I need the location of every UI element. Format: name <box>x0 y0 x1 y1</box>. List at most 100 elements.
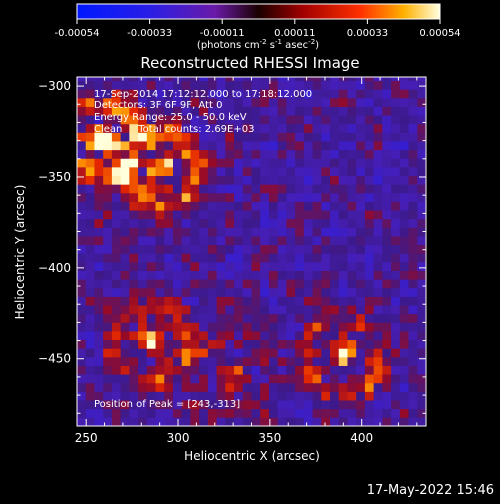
heatmap-cell <box>172 80 183 90</box>
heatmap-cell <box>190 123 200 133</box>
heatmap-cell <box>94 365 104 375</box>
heatmap-cell <box>356 149 366 159</box>
heatmap-cell <box>356 244 366 254</box>
heatmap-cell <box>103 287 113 297</box>
heatmap-cell <box>251 365 261 375</box>
heatmap-cell <box>190 348 200 358</box>
heatmap-cell <box>399 141 409 151</box>
heatmap-cell <box>399 305 409 315</box>
heatmap-cell <box>77 175 87 185</box>
heatmap-cell <box>164 365 174 375</box>
heatmap-cell <box>251 149 261 159</box>
heatmap-cell <box>207 322 217 332</box>
heatmap-cell <box>234 184 244 194</box>
heatmap-cell <box>207 227 217 237</box>
heatmap-cell <box>190 279 200 289</box>
heatmap-cell <box>356 270 366 280</box>
heatmap-cell <box>172 192 183 202</box>
heatmap-cell <box>347 339 357 349</box>
heatmap-cell <box>356 184 366 194</box>
heatmap-cell <box>85 339 95 349</box>
heatmap-cell <box>190 236 200 246</box>
heatmap-cell <box>295 253 305 263</box>
heatmap-cell <box>373 115 383 125</box>
heatmap-cell <box>234 391 244 401</box>
heatmap-cell <box>190 141 200 151</box>
heatmap-cell <box>216 201 226 211</box>
heatmap-cell <box>199 348 209 358</box>
heatmap-cell <box>234 236 244 246</box>
heatmap-cell <box>225 261 235 271</box>
heatmap-cell <box>373 339 383 349</box>
heatmap-cell <box>146 365 156 375</box>
heatmap-cell <box>399 77 409 82</box>
heatmap-cell <box>199 279 209 289</box>
heatmap-cell <box>111 123 122 133</box>
heatmap-cell <box>330 97 340 107</box>
heatmap-cell <box>286 80 296 90</box>
heatmap-cell <box>138 382 148 392</box>
heatmap-cell <box>251 400 261 410</box>
heatmap-cell <box>286 115 296 125</box>
heatmap-cell <box>356 106 366 116</box>
heatmap-cell <box>268 365 279 375</box>
heatmap-cell <box>286 106 296 116</box>
heatmap-cell <box>190 158 200 168</box>
heatmap-cell <box>94 123 104 133</box>
heatmap-cell <box>268 253 279 263</box>
heatmap-cell <box>103 261 113 271</box>
heatmap-cell <box>225 175 235 185</box>
heatmap-cell <box>364 115 375 125</box>
heatmap-cell <box>373 132 383 142</box>
heatmap-cell <box>94 184 104 194</box>
heatmap-cell <box>391 331 401 341</box>
heatmap-cell <box>129 417 139 426</box>
heatmap-cell <box>207 287 217 297</box>
heatmap-cell <box>111 270 122 280</box>
heatmap-cell <box>268 287 279 297</box>
heatmap-cell <box>286 210 296 220</box>
heatmap-cell <box>120 166 130 177</box>
heatmap-cell <box>146 391 156 401</box>
heatmap-cell <box>129 132 139 142</box>
heatmap-cell <box>120 123 130 133</box>
heatmap-cell <box>338 279 348 289</box>
heatmap-cell <box>347 210 357 220</box>
heatmap-cell <box>321 356 331 366</box>
heatmap-cell <box>268 279 279 289</box>
heatmap-cell <box>373 166 383 177</box>
heatmap-cell <box>103 279 113 289</box>
heatmap-cell <box>138 80 148 90</box>
heatmap-cell <box>199 227 209 237</box>
heatmap-cell <box>234 331 244 341</box>
heatmap-cell <box>190 166 200 177</box>
heatmap-cell <box>373 382 383 392</box>
heatmap-cell <box>364 141 375 151</box>
heatmap-cell <box>408 141 418 151</box>
heatmap-cell <box>347 123 357 133</box>
heatmap-cell <box>120 305 130 315</box>
heatmap-cell <box>164 261 174 271</box>
heatmap-cell <box>312 253 322 263</box>
heatmap-cell <box>129 115 139 125</box>
heatmap-cell <box>347 218 357 228</box>
heatmap-cell <box>85 374 95 384</box>
heatmap-cell <box>399 356 409 366</box>
heatmap-cell <box>155 374 165 384</box>
heatmap-cell <box>260 296 270 306</box>
heatmap-cell <box>120 77 130 82</box>
heatmap-cell <box>286 313 296 323</box>
heatmap-cell <box>242 374 252 384</box>
heatmap-cell <box>129 201 139 211</box>
heatmap-cell <box>103 348 113 358</box>
heatmap-cell <box>181 184 191 194</box>
heatmap-cell <box>321 201 331 211</box>
heatmap-cell <box>94 287 104 297</box>
heatmap-cell <box>295 89 305 99</box>
heatmap-cell <box>94 236 104 246</box>
heatmap-cell <box>164 77 174 82</box>
heatmap-cell <box>85 236 95 246</box>
heatmap-cell <box>408 175 418 185</box>
heatmap-cell <box>234 158 244 168</box>
heatmap-cell <box>382 417 392 426</box>
